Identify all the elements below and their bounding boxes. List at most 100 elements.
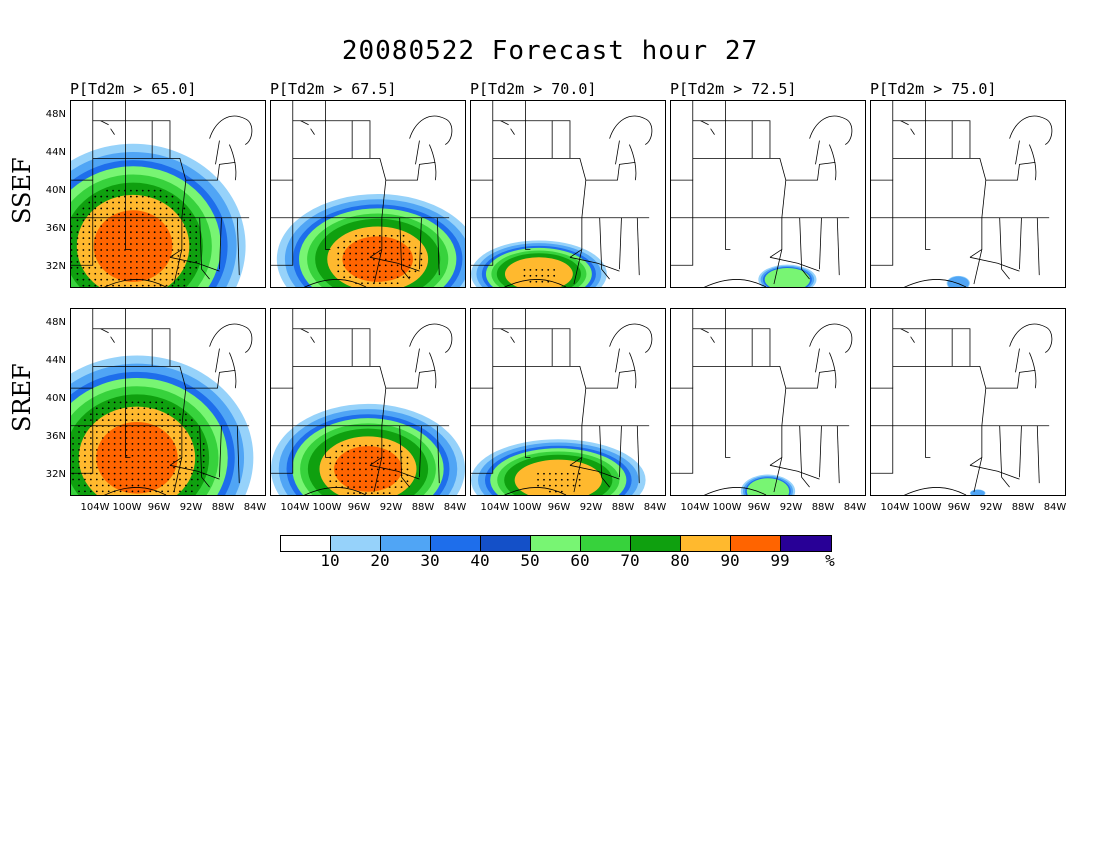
state-boundary	[692, 425, 731, 458]
state-boundary	[819, 217, 822, 270]
row-label-ssef: SSEF	[8, 157, 36, 224]
state-boundary	[1015, 348, 1020, 373]
state-boundary	[409, 323, 453, 353]
state-boundary	[892, 425, 931, 458]
map-canvas	[271, 309, 465, 495]
state-boundary	[704, 279, 767, 287]
state-boundary	[952, 120, 971, 159]
state-boundary	[585, 369, 636, 389]
state-boundary	[629, 352, 637, 389]
lon-label: 92W	[979, 502, 1003, 513]
state-boundary	[829, 144, 837, 181]
state-boundary	[92, 425, 131, 458]
state-boundary	[471, 387, 494, 427]
lon-label: 104W	[680, 502, 710, 513]
state-boundary	[399, 217, 410, 280]
state-boundary	[209, 323, 253, 353]
map-canvas	[871, 309, 1053, 495]
state-boundary	[304, 487, 367, 495]
state-boundary	[785, 369, 836, 389]
stipple-dots	[72, 401, 205, 493]
state-boundary	[900, 120, 915, 135]
state-boundary	[785, 161, 836, 181]
state-boundary	[436, 217, 440, 276]
state-boundary	[352, 120, 371, 159]
state-boundary	[504, 279, 567, 287]
state-boundary	[292, 365, 387, 427]
colorbar-label: 99	[770, 551, 790, 570]
colorbar-segment	[731, 536, 781, 551]
state-boundary	[871, 387, 894, 427]
state-boundary	[300, 120, 315, 135]
state-boundary	[219, 425, 222, 478]
map-canvas	[71, 101, 253, 287]
state-boundary	[671, 217, 694, 266]
state-boundary	[809, 115, 853, 145]
state-boundary	[292, 157, 387, 219]
state-boundary	[1019, 425, 1022, 478]
state-boundary	[385, 161, 436, 181]
state-boundary	[692, 157, 787, 219]
colorbar-segment	[781, 536, 831, 551]
state-boundary	[985, 369, 1036, 389]
state-boundary	[773, 249, 783, 285]
lon-label: 88W	[211, 502, 235, 513]
state-boundary	[799, 425, 810, 488]
map-canvas	[871, 101, 1053, 287]
lon-label: 84W	[1043, 502, 1067, 513]
state-boundary	[892, 157, 987, 219]
panel-title-col-1: P[Td2m > 65.0]	[70, 80, 197, 98]
state-boundary	[185, 161, 236, 181]
probability-contour	[96, 421, 178, 494]
state-boundary	[229, 144, 237, 181]
state-boundary	[615, 348, 620, 373]
stipple-dots	[71, 189, 198, 287]
state-boundary	[471, 217, 494, 266]
lon-label: 100W	[512, 502, 542, 513]
probability-contour	[504, 257, 573, 287]
state-boundary	[1019, 217, 1022, 270]
map-panel-ssef-4	[670, 100, 866, 288]
lon-label: 84W	[843, 502, 867, 513]
map-canvas	[71, 309, 254, 495]
state-boundary	[229, 352, 237, 389]
state-boundary	[671, 425, 694, 474]
probability-contour	[746, 478, 790, 495]
state-boundary	[692, 365, 787, 427]
state-boundary	[415, 348, 420, 373]
lon-label: 92W	[179, 502, 203, 513]
lat-label: 40N	[45, 393, 66, 404]
state-boundary	[999, 217, 1010, 280]
lon-label: 100W	[712, 502, 742, 513]
state-boundary	[71, 425, 94, 474]
map-panel-sref-2	[270, 308, 466, 496]
state-boundary	[552, 120, 571, 159]
lon-label: 96W	[947, 502, 971, 513]
state-boundary	[492, 120, 553, 159]
lon-label: 104W	[80, 502, 110, 513]
state-boundary	[1015, 140, 1020, 165]
lat-label: 44N	[45, 355, 66, 366]
state-boundary	[173, 457, 183, 493]
state-boundary	[292, 217, 331, 250]
lon-label: 92W	[579, 502, 603, 513]
map-canvas	[671, 309, 853, 495]
lon-label: 104W	[280, 502, 310, 513]
state-boundary	[636, 425, 640, 484]
colorbar-label: 40	[470, 551, 490, 570]
state-boundary	[815, 140, 820, 165]
state-boundary	[829, 352, 837, 389]
lat-label: 36N	[45, 431, 66, 442]
lon-label: 100W	[312, 502, 342, 513]
state-boundary	[429, 144, 437, 181]
state-boundary	[1029, 144, 1037, 181]
state-boundary	[385, 369, 436, 389]
state-boundary	[104, 487, 167, 495]
state-boundary	[752, 328, 771, 367]
state-boundary	[504, 487, 567, 495]
state-boundary	[952, 328, 971, 367]
state-boundary	[809, 323, 853, 353]
state-boundary	[236, 425, 240, 484]
state-boundary	[236, 217, 240, 276]
state-boundary	[429, 352, 437, 389]
